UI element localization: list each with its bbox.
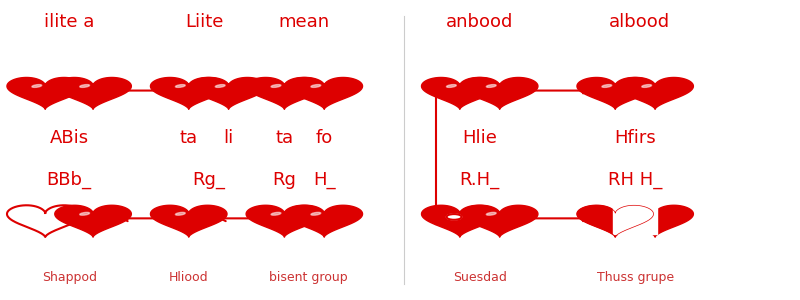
Polygon shape — [7, 77, 83, 109]
Text: RH H_: RH H_ — [608, 171, 662, 189]
Text: bisent group: bisent group — [269, 271, 348, 284]
FancyBboxPatch shape — [614, 203, 658, 234]
Ellipse shape — [486, 85, 496, 87]
Polygon shape — [150, 77, 227, 109]
Text: Hfirs: Hfirs — [614, 129, 656, 147]
Ellipse shape — [642, 85, 651, 87]
Polygon shape — [462, 205, 538, 237]
Polygon shape — [246, 205, 322, 237]
Text: Thuss grupe: Thuss grupe — [597, 271, 674, 284]
Polygon shape — [55, 77, 131, 109]
Text: mean: mean — [278, 13, 330, 31]
Text: fo: fo — [316, 129, 333, 147]
Ellipse shape — [311, 85, 321, 87]
Polygon shape — [422, 77, 498, 109]
Polygon shape — [55, 205, 131, 237]
Ellipse shape — [271, 212, 281, 215]
Ellipse shape — [271, 85, 281, 87]
Polygon shape — [617, 205, 694, 237]
Polygon shape — [246, 77, 322, 109]
Text: anbood: anbood — [446, 13, 514, 31]
Polygon shape — [150, 205, 227, 237]
Ellipse shape — [311, 212, 321, 215]
Ellipse shape — [602, 85, 612, 87]
Text: BBb_: BBb_ — [46, 171, 92, 189]
Text: H_: H_ — [313, 171, 335, 189]
Text: ta: ta — [180, 129, 198, 147]
Text: R.H_: R.H_ — [459, 171, 500, 189]
Ellipse shape — [80, 212, 90, 215]
Ellipse shape — [642, 212, 651, 215]
Polygon shape — [462, 77, 538, 109]
Ellipse shape — [175, 85, 186, 87]
Text: Rg_: Rg_ — [192, 171, 225, 189]
Polygon shape — [286, 205, 362, 237]
Ellipse shape — [486, 212, 496, 215]
Polygon shape — [286, 77, 362, 109]
Polygon shape — [190, 77, 267, 109]
Text: ta: ta — [275, 129, 294, 147]
Text: ABis: ABis — [50, 129, 89, 147]
Text: albood: albood — [609, 13, 670, 31]
Ellipse shape — [446, 85, 456, 87]
Polygon shape — [617, 77, 694, 109]
Text: Hlie: Hlie — [462, 129, 497, 147]
Polygon shape — [577, 77, 654, 109]
Text: Rg: Rg — [273, 171, 296, 189]
Text: Suesdad: Suesdad — [453, 271, 506, 284]
Ellipse shape — [215, 85, 225, 87]
Text: Shappod: Shappod — [42, 271, 97, 284]
Text: Hliood: Hliood — [169, 271, 209, 284]
Polygon shape — [577, 205, 654, 237]
Circle shape — [446, 214, 462, 220]
Text: ilite a: ilite a — [44, 13, 94, 31]
Ellipse shape — [32, 85, 42, 87]
Text: li: li — [223, 129, 234, 147]
Text: Liite: Liite — [186, 13, 224, 31]
Ellipse shape — [80, 85, 90, 87]
Ellipse shape — [175, 212, 186, 215]
Polygon shape — [422, 205, 498, 237]
